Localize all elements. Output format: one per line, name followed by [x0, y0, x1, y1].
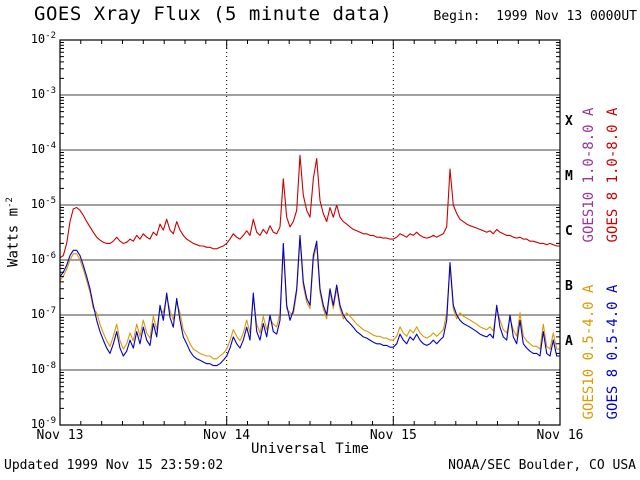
x-tick-label: Nov 16: [536, 428, 584, 443]
y-tick-label: 10-9: [30, 416, 56, 431]
trace-goes-8-1-0-8-0-a: [59, 154, 560, 259]
y-axis-title-exponent: -2: [5, 197, 15, 208]
plot-border: [59, 39, 561, 426]
updated-timestamp: Updated 1999 Nov 15 23:59:02: [4, 458, 224, 473]
y-tick-label: 10-3: [30, 86, 56, 101]
flare-class-label: B: [565, 278, 573, 294]
flare-class-label: X: [565, 113, 573, 129]
y-tick-label: 10-4: [30, 141, 56, 156]
credit-text: NOAA/SEC Boulder, CO USA: [448, 458, 636, 473]
begin-timestamp: Begin: 1999 Nov 13 0000UT: [433, 9, 638, 24]
y-tick-label: 10-6: [30, 251, 56, 266]
x-tick-label: Nov 15: [369, 428, 417, 443]
flare-class-label: M: [565, 168, 573, 184]
x-axis-title: Universal Time: [250, 441, 369, 457]
x-tick-label: Nov 14: [203, 428, 251, 443]
trace-goes-8-0-5-4-0-a: [59, 234, 560, 367]
flare-class-label: A: [565, 333, 573, 349]
y-tick-label: 10-8: [30, 361, 56, 376]
chart-title: GOES Xray Flux (5 minute data): [34, 3, 393, 25]
axis-ticks: [59, 40, 561, 425]
y-tick-label: 10-7: [30, 306, 56, 321]
y-tick-label: 10-5: [30, 196, 56, 211]
flare-class-label: C: [565, 223, 573, 239]
y-tick-label: 10-2: [30, 31, 56, 46]
trace-goes10-0-5-4-0-a: [59, 238, 560, 360]
x-tick-label: Nov 13: [36, 428, 84, 443]
legend-goes8-short: GOES 8 0.5-4.0 A: [605, 284, 621, 420]
